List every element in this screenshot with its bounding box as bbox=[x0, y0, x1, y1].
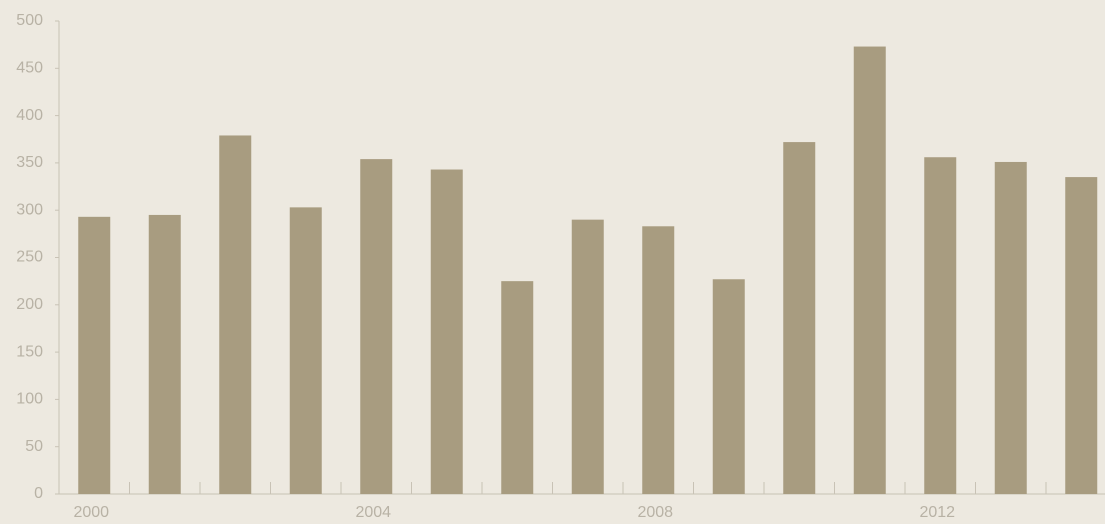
y-tick-label: 400 bbox=[16, 107, 43, 124]
bar bbox=[78, 216, 111, 494]
bar bbox=[430, 169, 463, 494]
y-tick-label: 200 bbox=[16, 296, 43, 313]
x-tick-label: 2008 bbox=[637, 504, 673, 521]
x-tick-label: 2000 bbox=[73, 504, 109, 521]
bar bbox=[289, 207, 322, 494]
bar bbox=[360, 159, 393, 494]
y-tick-label: 300 bbox=[16, 201, 43, 218]
x-tick-label: 2004 bbox=[355, 504, 391, 521]
bar bbox=[642, 226, 675, 495]
bar bbox=[924, 157, 957, 494]
y-tick-label: 350 bbox=[16, 154, 43, 171]
bar bbox=[994, 161, 1027, 495]
bar bbox=[1065, 177, 1098, 494]
y-tick-label: 50 bbox=[25, 438, 43, 455]
y-tick-label: 450 bbox=[16, 60, 43, 77]
bar bbox=[853, 46, 886, 495]
bar bbox=[501, 281, 534, 494]
y-tick-label: 150 bbox=[16, 343, 43, 360]
bar bbox=[219, 135, 252, 494]
bar bbox=[712, 279, 745, 494]
x-tick-label: 2012 bbox=[919, 504, 955, 521]
bar bbox=[571, 219, 604, 494]
y-tick-label: 0 bbox=[34, 485, 43, 502]
bar bbox=[783, 142, 816, 494]
y-tick-label: 100 bbox=[16, 391, 43, 408]
y-tick-label: 250 bbox=[16, 249, 43, 266]
y-tick-label: 500 bbox=[16, 12, 43, 29]
bar bbox=[148, 214, 181, 494]
